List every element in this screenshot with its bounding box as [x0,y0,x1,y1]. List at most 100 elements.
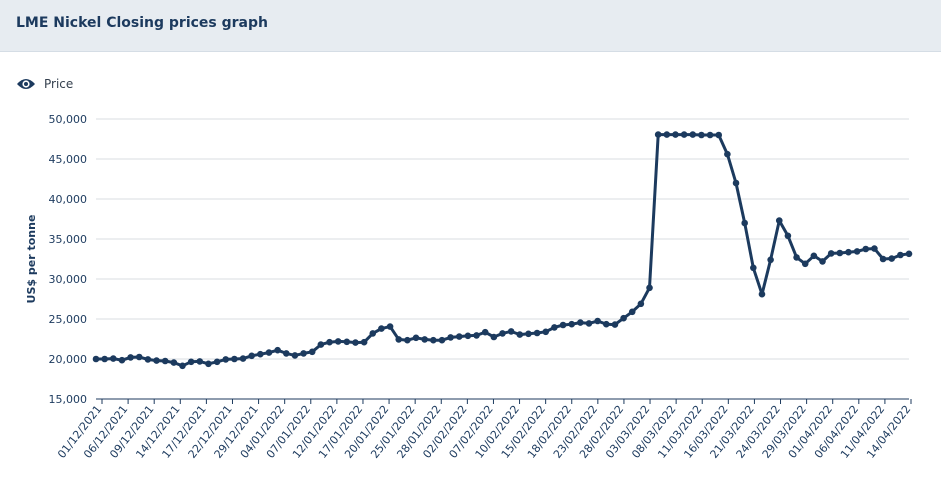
data-point [317,341,325,348]
data-point [196,358,204,365]
data-point [646,284,653,292]
data-point [412,334,420,342]
data-point [464,332,472,340]
data-point [326,338,333,346]
y-tick-label: 50,000 [49,113,88,126]
y-tick-label: 45,000 [49,153,88,166]
data-point [628,308,636,316]
y-axis-label: US$ per tonne [25,215,38,304]
series-price [92,131,913,370]
data-point [750,264,757,272]
data-point [144,356,152,363]
data-point [672,131,679,138]
data-point [369,330,377,337]
data-point [92,355,100,363]
data-point [853,248,861,255]
data-point [334,338,342,345]
data-point [187,358,195,366]
data-point [871,245,878,252]
data-point [654,131,662,138]
data-point [767,256,774,264]
data-point [577,319,584,326]
data-point [810,252,818,260]
data-point [732,179,740,187]
data-point [525,330,532,338]
data-point [637,300,645,308]
data-point [507,328,515,335]
data-point [827,250,835,257]
data-point [663,131,671,138]
page-title: LME Nickel Closing prices graph [16,15,268,31]
data-point [127,354,134,361]
data-point [291,352,299,359]
data-point [905,250,913,258]
data-point [836,249,844,257]
data-point [602,320,610,328]
data-point [715,131,723,139]
data-point [300,350,307,357]
data-point [499,330,506,337]
x-axis: 01/12/202106/12/202109/12/202114/12/2021… [55,398,913,461]
data-point [819,258,826,265]
data-point [568,320,575,328]
y-tick-label: 30,000 [49,273,88,286]
data-point [845,248,852,256]
y-tick-label: 40,000 [49,193,88,206]
data-point [758,290,766,298]
data-point [706,131,714,139]
data-point [118,356,126,364]
data-point [689,131,697,138]
data-point [404,336,411,344]
data-point [179,362,186,370]
data-point [879,255,887,263]
data-point [862,245,870,253]
data-point [101,355,108,363]
data-point [533,329,541,337]
data-point [611,321,619,328]
data-point [897,251,904,259]
data-point [352,339,359,346]
chart-header: LME Nickel Closing prices graph [0,0,941,52]
data-point [161,357,169,365]
data-point [222,356,230,363]
y-tick-label: 25,000 [49,313,88,326]
eye-icon [17,79,35,89]
data-point [395,336,403,343]
data-point [438,336,446,344]
data-point [205,360,212,368]
data-point [559,321,567,329]
data-point [248,352,255,360]
y-axis: 15,000 20,000 25,000 30,000 35,000 40,000 45,0… [49,113,88,406]
data-point [741,219,748,227]
data-point [231,355,238,363]
data-point [386,323,394,330]
data-point [378,325,385,332]
data-point [343,338,351,346]
data-point [430,336,437,344]
data-point [551,324,558,331]
data-point [585,320,593,327]
data-point [801,260,809,268]
y-tick-label: 15,000 [49,393,88,406]
data-point [239,355,247,362]
data-point [265,349,273,356]
data-point [594,317,601,325]
data-point [360,338,368,346]
data-point [421,336,428,343]
data-point [481,328,489,336]
data-point [282,350,290,357]
data-point [153,357,160,364]
data-point [680,131,688,138]
y-tick-label: 35,000 [49,233,88,246]
data-point [170,359,178,366]
data-point [455,333,463,340]
data-point [135,353,143,361]
legend-item-price[interactable]: Price [16,75,73,93]
data-point [213,358,221,366]
data-point [490,333,498,341]
data-point [724,150,731,158]
data-point [698,131,705,139]
data-point [109,355,117,362]
data-point [784,232,792,240]
